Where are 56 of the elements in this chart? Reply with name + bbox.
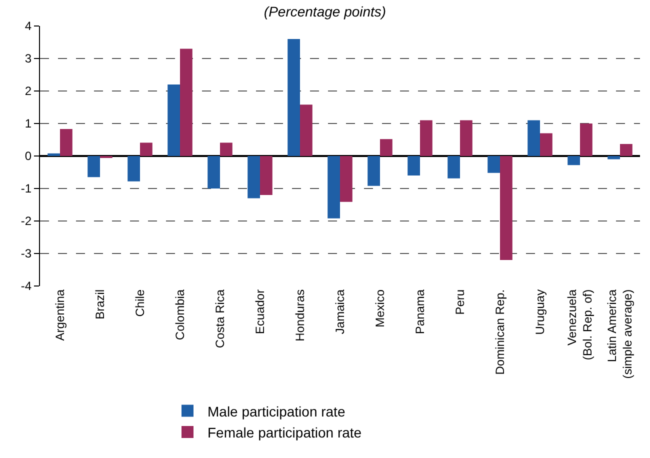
x-tick-label: Colombia bbox=[172, 289, 187, 340]
y-tick-label: 3 bbox=[24, 52, 32, 66]
y-tick-label: 0 bbox=[24, 149, 32, 164]
bar bbox=[260, 156, 272, 195]
bar bbox=[528, 120, 540, 156]
y-tick-label: -4 bbox=[20, 279, 32, 294]
x-tick-label: Honduras bbox=[292, 289, 307, 342]
bar bbox=[220, 142, 232, 156]
bar bbox=[88, 156, 100, 178]
bar bbox=[60, 129, 72, 156]
bar bbox=[408, 156, 420, 176]
bar bbox=[580, 124, 592, 156]
x-tick-label: Brazil bbox=[92, 289, 107, 320]
y-tick-label: -2 bbox=[20, 214, 32, 228]
x-tick-label: Latin America (simple average) bbox=[605, 289, 635, 379]
bar bbox=[48, 153, 60, 156]
bar bbox=[368, 156, 380, 186]
bar bbox=[420, 120, 432, 156]
bar bbox=[568, 156, 580, 166]
bar bbox=[488, 156, 500, 173]
x-tick-label: Chile bbox=[132, 289, 147, 317]
bar bbox=[168, 84, 180, 156]
y-tick-label: 2 bbox=[24, 84, 32, 98]
x-tick-label: Panama bbox=[412, 289, 427, 334]
bar bbox=[300, 104, 312, 156]
bar bbox=[208, 156, 220, 188]
bar bbox=[540, 133, 552, 156]
bar bbox=[140, 142, 152, 156]
x-tick-label: Mexico bbox=[372, 289, 387, 328]
bar bbox=[340, 156, 352, 202]
legend-label: Female participation rate bbox=[208, 424, 362, 440]
chart-subtitle: (Percentage points) bbox=[264, 4, 386, 20]
x-tick-label: Jamaica bbox=[332, 289, 347, 334]
x-tick-label: Venezuela (Bol. Rep. of) bbox=[565, 289, 595, 360]
y-tick-label: 4 bbox=[24, 19, 32, 34]
bar bbox=[448, 156, 460, 178]
bar bbox=[248, 156, 260, 198]
y-tick-label: 1 bbox=[24, 116, 32, 131]
bar bbox=[620, 144, 632, 156]
bar bbox=[180, 48, 192, 156]
bar bbox=[128, 156, 140, 182]
legend-label: Male participation rate bbox=[208, 403, 346, 420]
x-tick-label: Uruguay bbox=[532, 289, 547, 335]
bar bbox=[288, 39, 300, 156]
y-tick-label: -1 bbox=[20, 182, 32, 196]
bar bbox=[608, 156, 620, 160]
bar bbox=[500, 156, 512, 260]
x-tick-label: Dominican Rep. bbox=[492, 289, 507, 375]
x-tick-label: Peru bbox=[452, 289, 467, 315]
bar bbox=[328, 156, 340, 218]
x-tick-label: Argentina bbox=[52, 289, 67, 341]
y-tick-label: -3 bbox=[20, 246, 32, 261]
bar bbox=[380, 139, 392, 156]
bar bbox=[460, 120, 472, 156]
x-tick-label: Ecuador bbox=[252, 289, 267, 334]
x-tick-label: Costa Rica bbox=[212, 289, 227, 348]
